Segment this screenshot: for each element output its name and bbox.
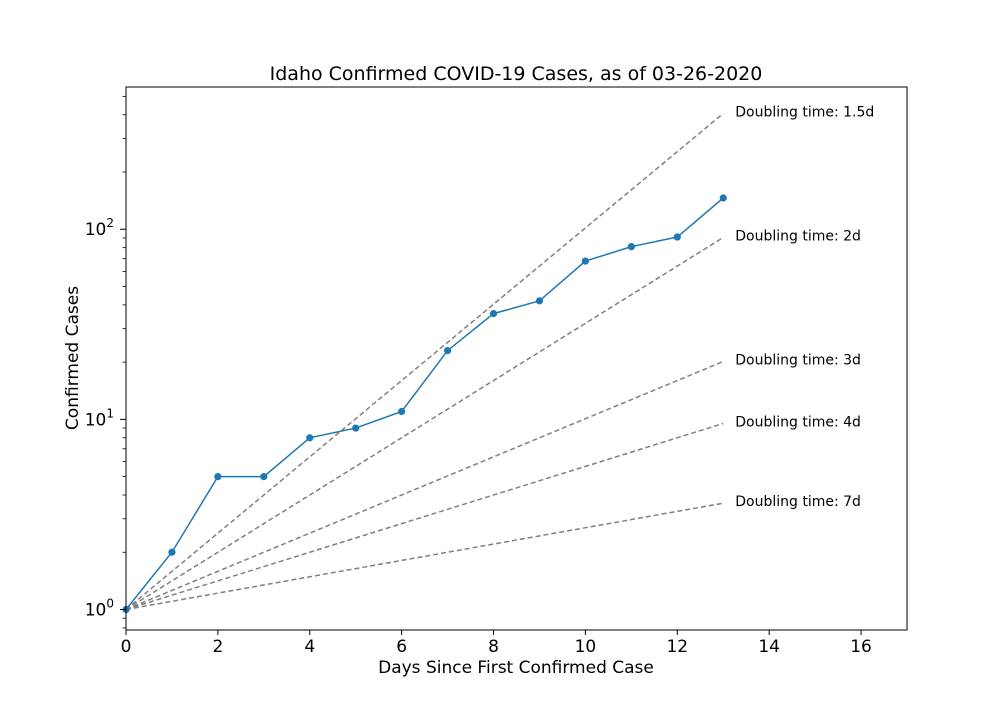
data-point: [535, 297, 544, 305]
data-point: [306, 434, 314, 442]
data-point: [443, 346, 452, 355]
data-point: [214, 472, 222, 481]
reference-lines: Doubling time: 1.5d Doubling time: 2d Doub…: [125, 104, 874, 611]
y-axis-ticks: 100 101 102: [85, 95, 126, 629]
series-layer: [122, 194, 727, 614]
reference-line-label-3: Doubling time: 4d: [735, 414, 861, 430]
data-point: [581, 257, 590, 265]
reference-line-label-0: Doubling time: 1.5d: [735, 104, 874, 120]
reference-line-1: [125, 236, 724, 611]
x-axis-ticks: 0 2 4 6 8 10 12 14 16: [121, 630, 872, 657]
x-tick-label: 8: [488, 637, 499, 657]
x-axis-label: Days Since First Confirmed Case: [378, 658, 654, 678]
series-line-0: [125, 197, 724, 610]
x-tick-label: 4: [304, 637, 315, 657]
x-tick-label: 0: [121, 637, 132, 657]
x-tick-label: 2: [212, 637, 223, 657]
x-tick-label: 16: [850, 637, 872, 657]
data-point: [398, 407, 406, 416]
x-tick-label: 6: [396, 637, 407, 657]
x-tick-label: 12: [666, 637, 688, 657]
reference-line-0: [125, 112, 724, 611]
data-point: [719, 194, 727, 202]
reference-line-2: [125, 360, 724, 611]
y-axis-label: Confirmed Cases: [63, 286, 83, 430]
y-tick-label: 100: [85, 596, 114, 620]
data-point: [627, 243, 635, 251]
data-point: [168, 548, 176, 556]
x-tick-label: 10: [575, 637, 597, 657]
data-point: [352, 424, 360, 432]
plot-frame: [125, 86, 908, 631]
x-tick-label: 14: [758, 637, 780, 657]
chart-title: Idaho Confirmed COVID-19 Cases, as of 03…: [270, 63, 763, 85]
reference-line-4: [125, 502, 724, 611]
data-point: [260, 472, 268, 481]
reference-line-label-4: Doubling time: 7d: [735, 494, 861, 510]
data-point: [673, 233, 681, 241]
data-point: [489, 310, 498, 318]
y-tick-label: 101: [85, 406, 114, 430]
reference-line-3: [125, 422, 724, 611]
reference-line-label-2: Doubling time: 3d: [735, 352, 861, 368]
reference-line-label-1: Doubling time: 2d: [735, 228, 861, 244]
y-tick-label: 102: [85, 216, 114, 240]
